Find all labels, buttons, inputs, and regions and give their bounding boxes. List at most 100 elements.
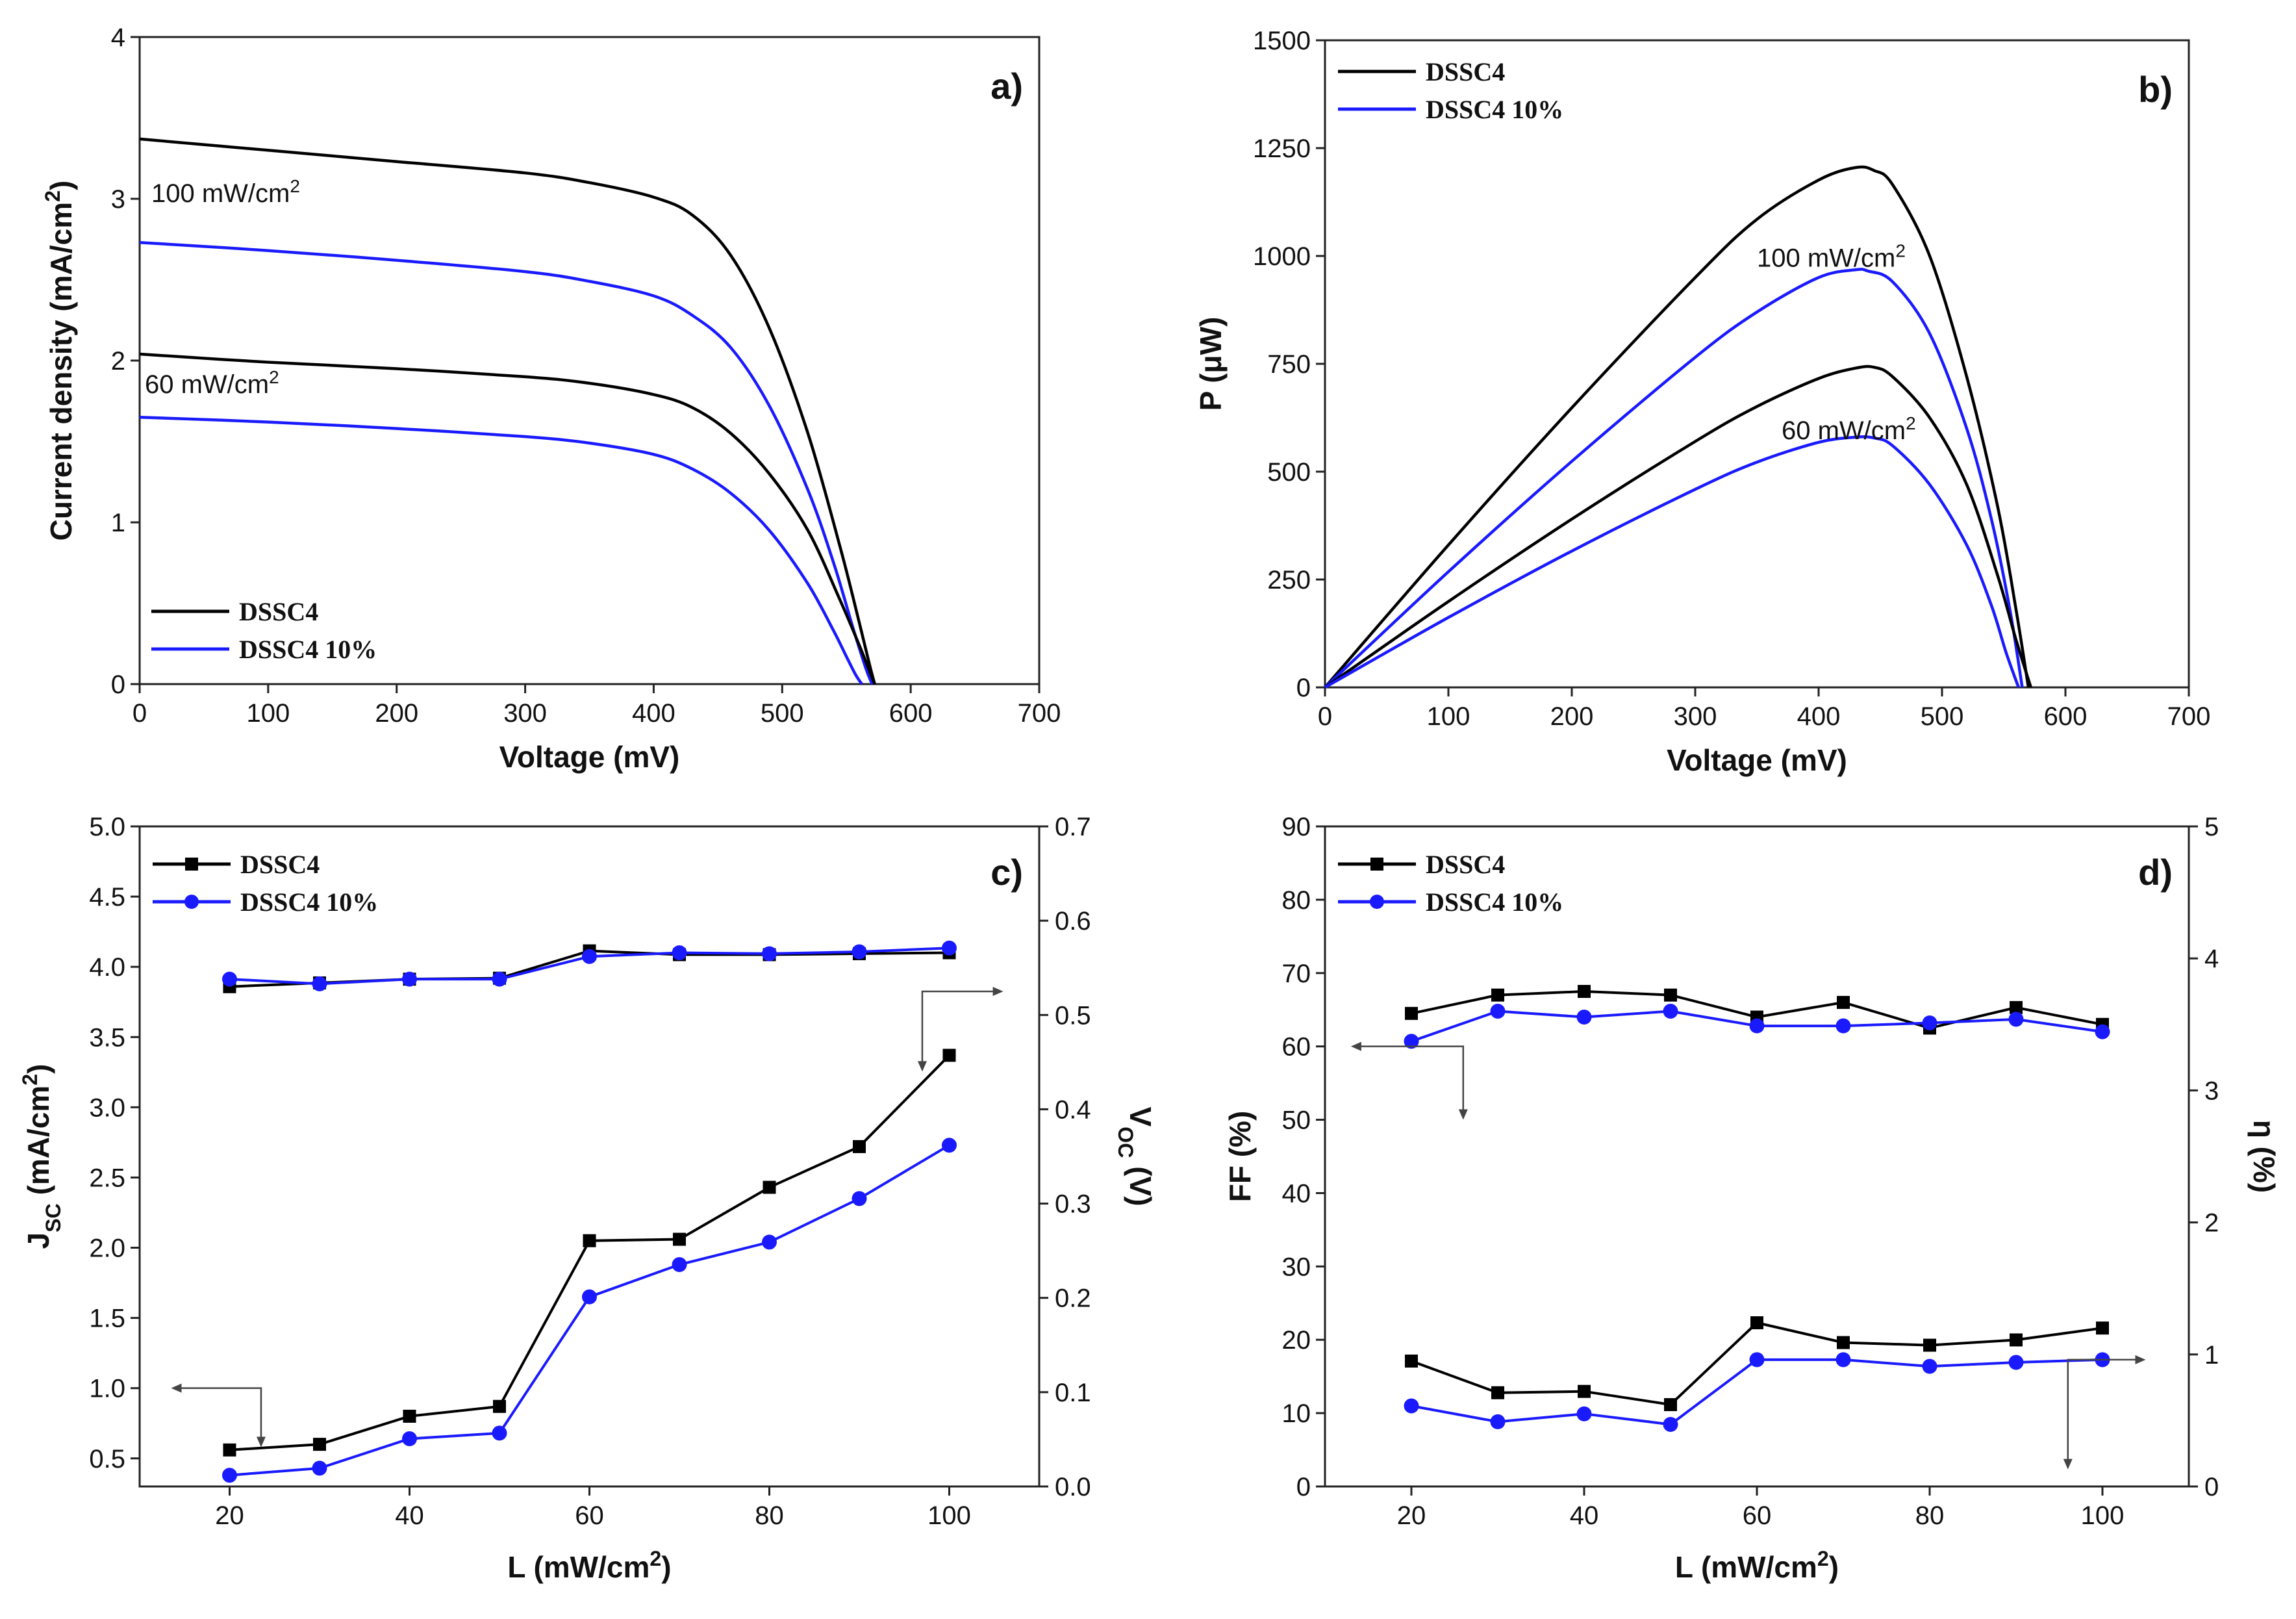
panel-letter: b) [2138,69,2173,110]
y-tick-label: 70 [1282,960,1311,988]
data-point-dssc4-10pct-ff [1922,1015,1937,1031]
data-point-dssc4-jsc [493,1399,506,1413]
y-axis-title-part: J [21,1232,55,1249]
legend-label: DSSC4 10% [239,635,377,664]
data-point-dssc4-eta [1664,1398,1677,1412]
legend-marker-circle [184,895,199,909]
x-tick-label: 100 [927,1501,971,1530]
legend-label: DSSC4 10% [240,887,378,917]
x-tick-label: 700 [1018,699,1061,728]
data-point-dssc4-jsc [313,1438,326,1451]
y-axis-title-part: ) [21,1064,55,1073]
y-axis-title: P (μW) [1194,317,1228,411]
y-tick-label: 0 [1296,674,1311,702]
y-right-tick-label: 1 [2204,1341,2219,1370]
y-tick-label: 90 [1282,813,1311,841]
y-tick-label: 1000 [1253,242,1311,271]
x-tick-label: 100 [246,699,290,728]
x-axis-title-part: 2 [1817,1547,1829,1570]
x-axis-title: Voltage (mV) [1667,743,1847,777]
data-point-dssc4-10pct-eta [1922,1358,1937,1374]
series-curve-dssc4-10pct-60 [1324,435,2020,689]
data-point-dssc4-eta [2096,1321,2109,1335]
x-tick-label: 600 [889,699,933,728]
panel-d-ff-efficiency: 20 40 60 80 100 0 10 20 30 40 50 60 70 80 90 0 1 2 3 4 5 L (m… [1223,813,2281,1584]
panel-b-power: 0 100 200 300 400 500 600 700 0 250 500 750 1000 1250… [1194,27,2210,777]
data-point-dssc4-10pct-ff [2095,1024,2110,1039]
y-right-tick-label: 0.1 [1055,1379,1091,1407]
annotation-60-part: 2 [1906,413,1916,433]
y-axis-title: FF (%) [1223,1111,1257,1203]
y-tick-label: 1.0 [89,1375,125,1403]
arrow-head-left [1350,1041,1361,1051]
x-tick-label: 40 [1570,1501,1599,1530]
data-point-dssc4-10pct-eta [2008,1355,2024,1370]
y-tick-label: 50 [1282,1106,1311,1135]
y-tick-label: 1 [111,509,125,537]
y-right-tick-label: 0.5 [1055,1001,1091,1030]
arrow-head-down [256,1436,266,1447]
annotation-100-part: 100 mW/cm [1757,244,1895,273]
series-curve-dssc4-10pct-60 [139,415,863,685]
y-tick-label: 1.5 [89,1305,125,1333]
data-point-dssc4-eta [1405,1354,1418,1368]
arrow-to-right-axis [2067,1358,2138,1467]
y-tick-label: 250 [1267,566,1311,594]
x-tick-label: 200 [1550,702,1594,731]
data-point-dssc4-10pct-jsc [582,1289,597,1305]
y-tick-label: 1500 [1253,27,1311,55]
arrow-head-right [2135,1355,2146,1364]
arrow-to-right-axis [921,990,994,1062]
data-point-dssc4-eta [1491,1386,1504,1399]
data-point-dssc4-10pct-eta [1836,1352,1851,1368]
data-point-dssc4-eta [1923,1338,1936,1352]
y-right-axis-title: η (%) [2247,1120,2281,1193]
data-point-dssc4-10pct-voc [492,971,507,987]
y-right-axis-title-part: V [1124,1106,1157,1127]
data-point-dssc4-10pct-ff [1663,1003,1678,1019]
data-point-dssc4-jsc [763,1180,776,1194]
x-axis-title: L (mW/cm2) [507,1547,671,1584]
x-tick-label: 40 [395,1501,424,1530]
panel-letter: d) [2138,852,2173,893]
y-tick-label: 40 [1282,1179,1311,1208]
data-point-dssc4-ff [1491,988,1504,1002]
data-point-dssc4-10pct-voc [312,976,327,991]
x-tick-label: 20 [215,1501,244,1530]
y-tick-label: 0.5 [89,1445,125,1473]
x-tick-label: 80 [755,1501,784,1530]
data-point-dssc4-10pct-ff [2008,1012,2024,1027]
x-tick-label: 80 [1915,1501,1945,1530]
series-curve-dssc4-100 [1324,165,2030,689]
y-right-tick-label: 0.6 [1055,907,1091,936]
arrow-head-left [171,1383,182,1393]
x-tick-label: 600 [2044,702,2088,731]
y-right-tick-label: 0 [2204,1473,2219,1501]
legend-label: DSSC4 [1426,850,1505,879]
y-tick-label: 500 [1267,458,1311,487]
data-point-dssc4-10pct-jsc [312,1460,327,1476]
y-axis-title: Current density (mA/cm2) [41,181,78,541]
y-right-tick-label: 0.4 [1055,1095,1091,1124]
x-tick-label: 0 [132,699,147,728]
annotation-60: 60 mW/cm2 [145,366,279,399]
annotation-60-part: 60 mW/cm [145,370,269,399]
data-point-dssc4-10pct-ff [1490,1003,1506,1019]
y-right-tick-label: 4 [2204,945,2219,973]
data-point-dssc4-10pct-eta [1404,1398,1419,1414]
annotation-100-part: 2 [1895,240,1906,261]
arrow-to-left-axis [175,1387,262,1438]
y-tick-label: 0 [111,670,125,699]
series-curve-dssc4-100 [139,137,876,685]
x-axis-title-part: L (mW/cm [1675,1550,1817,1584]
y-tick-label: 80 [1282,886,1311,915]
arrow-head-down [1458,1109,1468,1120]
y-axis-title-part: Current density (mA/cm [44,202,78,541]
y-right-tick-label: 0.0 [1055,1473,1091,1501]
y-axis-title: JSC (mA/cm2) [18,1064,65,1249]
x-tick-label: 500 [1921,702,1964,731]
y-axis-title-part: 2 [41,190,64,202]
y-axis-title-part: (mA/cm [21,1086,55,1203]
data-point-dssc4-10pct-voc [762,946,777,962]
